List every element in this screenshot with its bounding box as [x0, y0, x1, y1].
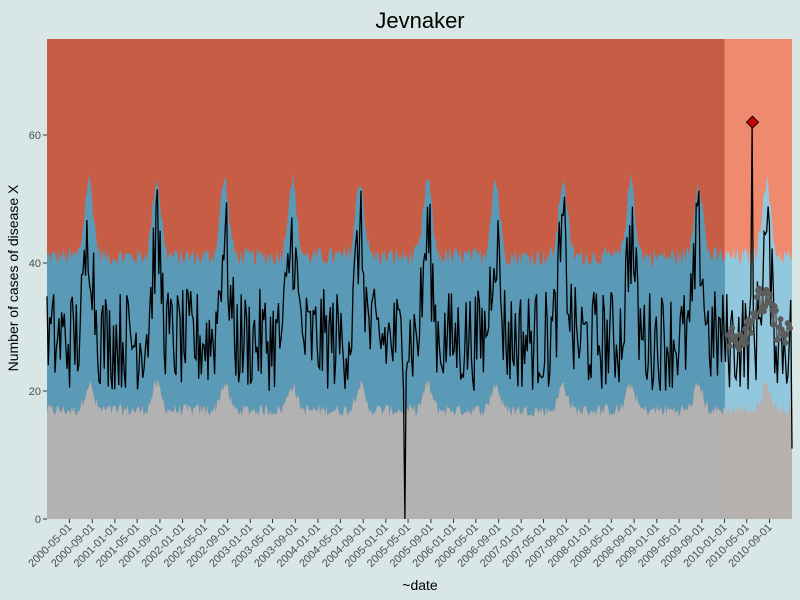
predicted-point [742, 326, 749, 333]
predicted-point [753, 294, 760, 301]
plot-panel [46, 39, 793, 520]
predicted-point [747, 329, 754, 336]
y-axis-title: Number of cases of disease X [5, 184, 21, 371]
predicted-series [725, 285, 793, 353]
predicted-point [759, 290, 766, 297]
y-tick-label: 20 [29, 386, 41, 398]
predicted-point [729, 325, 736, 332]
predicted-point [743, 339, 750, 346]
predicted-point [756, 285, 763, 292]
y-tick-label: 60 [29, 130, 41, 142]
predicted-point [763, 286, 770, 293]
chart-title: Jevnaker [375, 8, 464, 33]
predicted-point [732, 333, 739, 340]
predicted-point [752, 311, 759, 318]
predicted-point [770, 321, 777, 328]
observed-line [46, 122, 793, 520]
predicted-point [777, 316, 784, 323]
predicted-point [739, 334, 746, 341]
predicted-point [766, 291, 773, 298]
y-tick-label: 40 [29, 258, 41, 270]
predicted-point [787, 325, 793, 332]
x-axis-title: ~date [402, 577, 438, 593]
low-band-prediction [724, 381, 792, 519]
low-band [47, 378, 725, 519]
alert-marker [745, 115, 760, 129]
predicted-point [726, 343, 733, 350]
y-axis: 0 20 40 60 [29, 130, 47, 526]
predicted-point [783, 331, 790, 338]
predicted-point [760, 308, 767, 315]
predicted-point [736, 346, 743, 353]
predicted-point [782, 339, 789, 346]
predicted-point [775, 336, 782, 343]
y-tick-label: 0 [35, 514, 41, 526]
x-axis: 2000-05-012000-09-012001-01-012001-05-01… [26, 519, 775, 570]
expected-band [47, 171, 725, 417]
predicted-point [749, 318, 756, 325]
predicted-point [772, 307, 779, 314]
